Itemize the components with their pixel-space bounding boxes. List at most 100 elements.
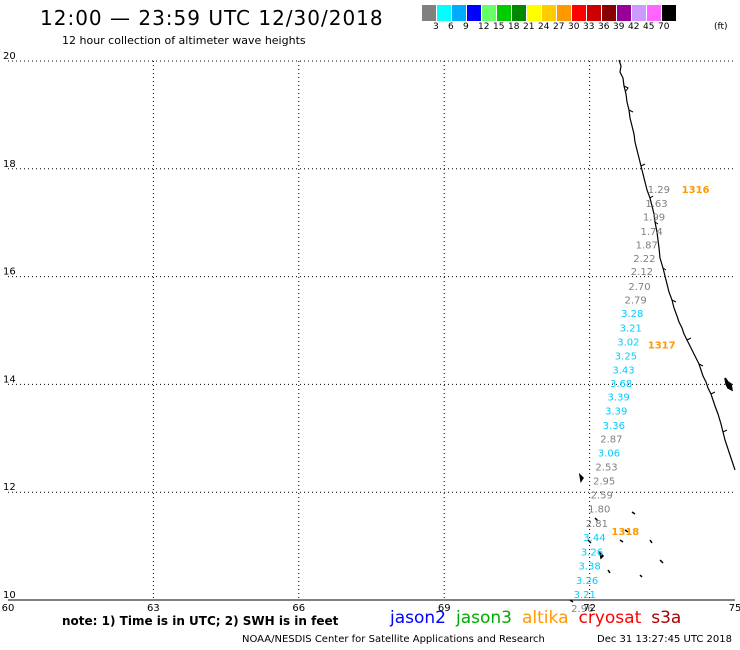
swh-value: 2.59 <box>591 491 613 502</box>
scale-label: 27 <box>553 22 565 32</box>
lon-label: 63 <box>147 603 160 614</box>
color-scale-labels: 3 6 9 12 15 18 21 24 27 30 33 36 39 42 45 70 (ft) <box>422 22 740 34</box>
scale-label: 6 <box>448 22 454 32</box>
lon-label: 60 <box>2 603 15 614</box>
scale-swatch <box>527 5 542 21</box>
swh-value: 2.53 <box>595 463 617 474</box>
swh-value: 2.87 <box>600 435 622 446</box>
lat-label: 14 <box>3 374 16 385</box>
swh-value: 2.96 <box>571 604 593 615</box>
india-west-coastline <box>618 59 736 471</box>
swh-value: 3.38 <box>578 561 600 572</box>
scale-swatch <box>467 5 482 21</box>
lat-label: 12 <box>3 482 16 493</box>
swh-value: 1.63 <box>645 199 667 210</box>
color-scale-bar <box>422 5 677 21</box>
scale-label: 70 <box>658 22 670 32</box>
scale-swatch <box>542 5 557 21</box>
pass-number-label: 1318 <box>611 527 639 538</box>
axis-labels: 20 18 16 14 12 10 60 63 66 69 72 75 <box>2 51 740 614</box>
scale-label: 39 <box>613 22 625 32</box>
scale-swatch <box>632 5 647 21</box>
scale-label: 45 <box>643 22 655 32</box>
satellite-pass-labels: 1316 1317 1318 <box>611 185 709 538</box>
swh-value: 3.21 <box>620 324 642 335</box>
scale-swatch <box>557 5 572 21</box>
lakshadweep-islands <box>569 377 733 603</box>
scale-swatch <box>662 5 677 21</box>
mission-legend-item: altika <box>522 608 569 628</box>
swh-value: 3.21 <box>574 590 596 601</box>
scale-label: 21 <box>523 22 535 32</box>
footer-timestamp: Dec 31 13:27:45 UTC 2018 <box>597 634 732 645</box>
scale-label: 36 <box>598 22 610 32</box>
scale-label: 9 <box>463 22 469 32</box>
scale-label: 30 <box>568 22 580 32</box>
swh-value: 2.81 <box>586 519 608 530</box>
swh-value: 3.25 <box>615 352 637 363</box>
coastline <box>569 59 736 603</box>
map-title: 12:00 — 23:59 UTC 12/30/2018 <box>40 6 384 30</box>
graticule <box>8 60 735 601</box>
scale-label: 33 <box>583 22 595 32</box>
swh-value: 1.80 <box>588 505 610 516</box>
swh-value: 3.43 <box>612 366 634 377</box>
scale-label: 18 <box>508 22 520 32</box>
swh-value: 2.95 <box>593 477 615 488</box>
swh-value: 3.06 <box>598 449 620 460</box>
swh-value: 3.39 <box>608 393 630 404</box>
scale-swatch <box>647 5 662 21</box>
swh-value: 3.68 <box>610 379 632 390</box>
swh-value: 2.79 <box>624 296 646 307</box>
swh-value: 3.02 <box>617 338 639 349</box>
swh-value: 2.12 <box>631 267 653 278</box>
swh-value: 2.22 <box>633 254 655 265</box>
lat-label: 10 <box>3 590 16 601</box>
swh-value: 2.70 <box>628 282 650 293</box>
lat-label: 16 <box>3 267 16 278</box>
swh-observations: 1.29 1.63 1.99 1.74 1.87 2.22 2.12 2.70 2.79 3.28… <box>571 185 670 615</box>
scale-swatch <box>422 5 437 21</box>
note-text: note: 1) Time is in UTC; 2) SWH is in fe… <box>62 614 339 628</box>
swh-value: 3.26 <box>576 576 598 587</box>
scale-label: 24 <box>538 22 550 32</box>
swh-value: 3.26 <box>581 547 603 558</box>
footer-credit: NOAA/NESDIS Center for Satellite Applica… <box>242 634 545 645</box>
swh-value: 3.39 <box>605 407 627 418</box>
scale-label: (ft) <box>714 22 728 32</box>
scale-label: 12 <box>478 22 490 32</box>
swh-value: 1.99 <box>643 213 665 224</box>
scale-swatch <box>497 5 512 21</box>
pass-number-label: 1317 <box>648 340 676 351</box>
lat-label: 20 <box>3 51 16 62</box>
scale-swatch <box>437 5 452 21</box>
scale-label: 15 <box>493 22 505 32</box>
scale-swatch <box>617 5 632 21</box>
scale-swatch <box>602 5 617 21</box>
swh-value: 3.36 <box>603 421 625 432</box>
scale-swatch <box>482 5 497 21</box>
pass-number-label: 1316 <box>682 185 710 196</box>
map-subtitle: 12 hour collection of altimeter wave hei… <box>62 34 306 47</box>
swh-value: 1.87 <box>636 241 658 252</box>
lon-label: 72 <box>583 603 596 614</box>
lon-label: 69 <box>438 603 451 614</box>
scale-swatch <box>512 5 527 21</box>
coastline-inlet-detail <box>623 85 728 433</box>
lon-label: 66 <box>292 603 305 614</box>
mission-legend-item: jason3 <box>456 608 512 628</box>
swh-value: 1.74 <box>640 227 662 238</box>
mission-legend-item: jason2 <box>390 608 446 628</box>
scale-swatch <box>587 5 602 21</box>
scale-swatch <box>572 5 587 21</box>
mission-legend-item: s3a <box>651 608 682 628</box>
lat-label: 18 <box>3 159 16 170</box>
lon-label: 75 <box>729 603 740 614</box>
mission-legend: jason2 jason3 altika cryosat s3a <box>390 608 691 628</box>
scale-label: 3 <box>433 22 439 32</box>
scale-label: 42 <box>628 22 640 32</box>
swh-value: 3.44 <box>583 533 605 544</box>
mission-legend-item: cryosat <box>578 608 642 628</box>
scale-swatch <box>452 5 467 21</box>
